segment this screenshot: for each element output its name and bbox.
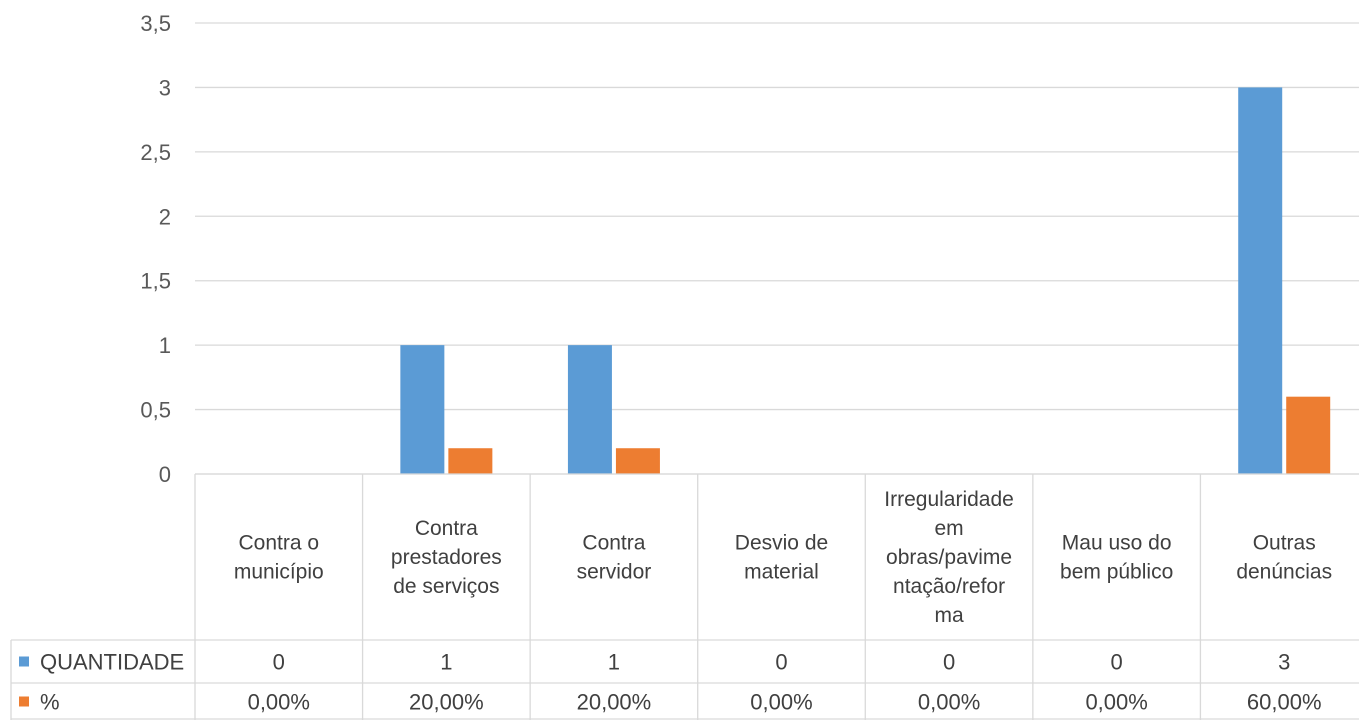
table-cell-value: 20,00% [409,690,484,715]
bar-percent [1286,396,1331,474]
table-cell-value: 1 [608,650,620,675]
category-label: Irregularidade [884,488,1014,511]
y-tick-label: 1,5 [140,269,171,294]
table-cell-value: 60,00% [1247,690,1322,715]
category-label: obras/pavime [886,546,1012,569]
y-tick-label: 0 [159,462,171,487]
table-cell-value: 0 [273,650,285,675]
bar-quantidade [400,345,445,474]
category-label: município [234,561,324,584]
y-tick-label: 0,5 [140,398,171,423]
category-label: Contra [582,532,645,555]
category-label: bem público [1060,561,1173,584]
y-tick-label: 2,5 [140,140,171,165]
bar-quantidade [1238,87,1283,474]
series-name: QUANTIDADE [40,650,184,675]
category-label: de serviços [393,575,499,598]
y-tick-label: 1 [159,333,171,358]
table-cell-value: 0 [775,650,787,675]
category-label: Mau uso do [1062,532,1172,555]
legend-key-quantidade [19,656,29,667]
series-name: % [40,690,60,715]
category-label: ma [934,604,963,627]
bar-quantidade [567,345,612,474]
table-cell-value: 0,00% [248,690,310,715]
table-cell-value: 0 [1111,650,1123,675]
category-label: em [934,517,963,540]
category-label: ntação/refor [893,575,1005,598]
category-label: Contra o [239,532,320,555]
category-label: prestadores [391,546,502,569]
category-label: Outras [1253,532,1316,555]
data-table: Contra o município Contra prestadores de ser… [10,473,1359,720]
category-label: material [744,561,819,584]
legend-key-percent [19,696,29,707]
table-cell-value: 20,00% [577,690,652,715]
y-tick-label: 3,5 [140,11,171,36]
y-axis-tick-labels: 0 0,5 1 1,5 2 2,5 3 3,5 [140,11,171,487]
category-label: servidor [577,561,652,584]
bars [400,87,1331,474]
category-label: Contra [415,517,478,540]
y-tick-label: 2 [159,204,171,229]
table-cell-value: 0,00% [918,690,980,715]
table-cell-value: 0,00% [1085,690,1147,715]
table-cell-value: 3 [1278,650,1290,675]
bar-percent [448,448,493,474]
bar-percent [615,448,660,474]
gridlines [195,22,1359,475]
category-label: Desvio de [735,532,828,555]
table-cell-value: 1 [440,650,452,675]
category-label: denúncias [1236,561,1332,584]
table-cell-value: 0 [943,650,955,675]
y-tick-label: 3 [159,75,171,100]
table-cell-value: 0,00% [750,690,812,715]
